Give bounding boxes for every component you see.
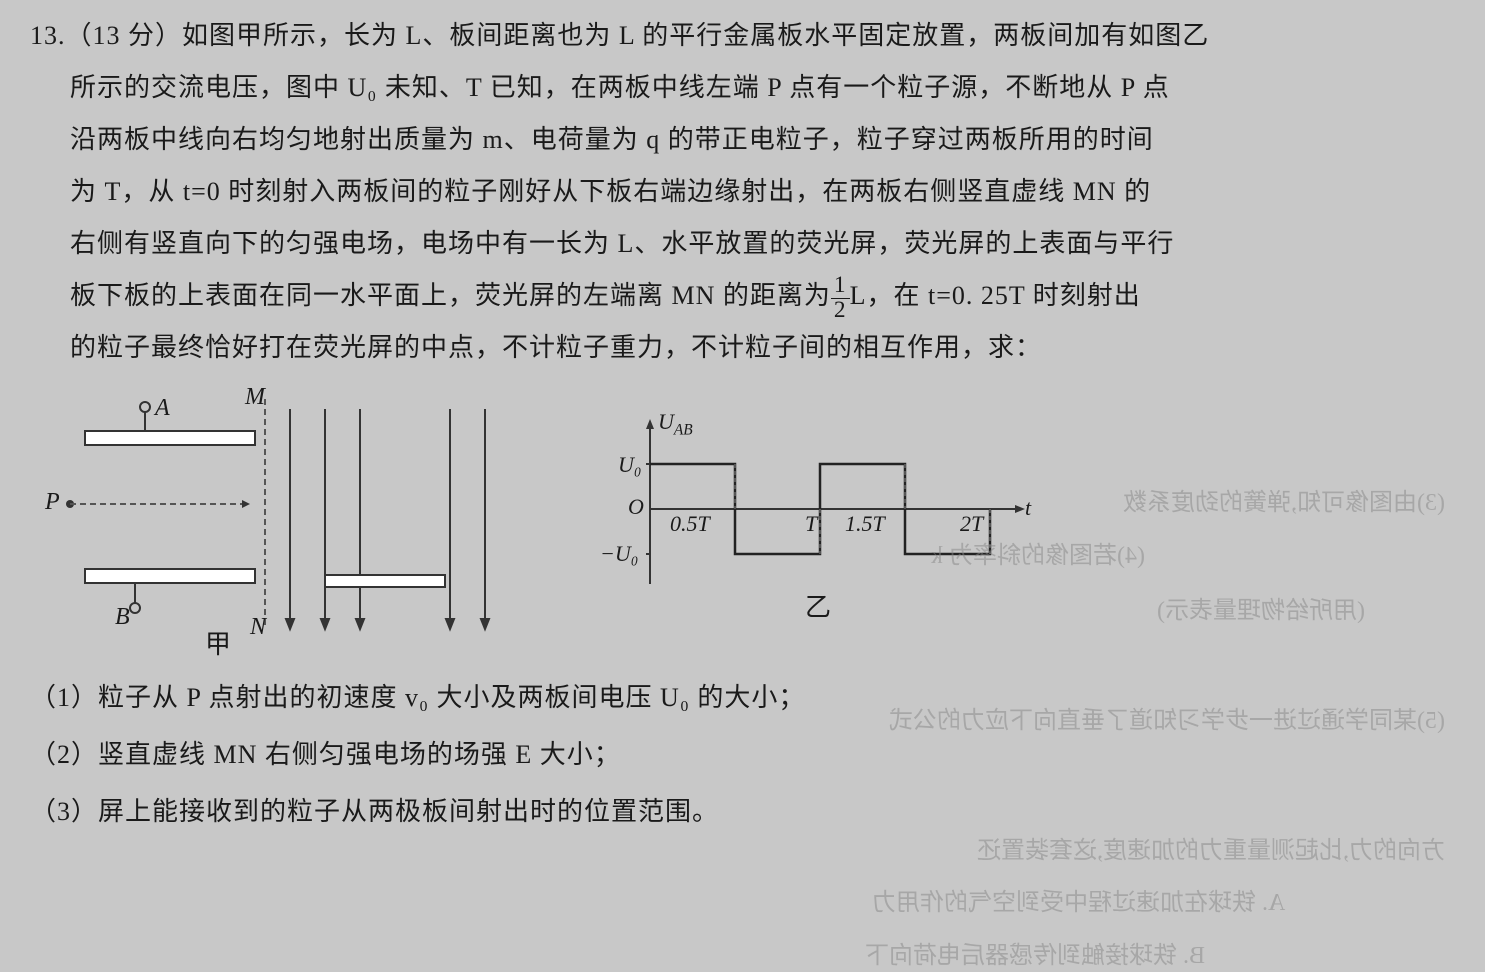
ghost-line: B. 铁球接触到传感器后电荷向下	[865, 935, 1205, 970]
label-U0-pos: U₀	[618, 452, 642, 478]
ghost-line: (4)若图像的斜率为 k	[931, 535, 1145, 570]
label-U0-neg: −U₀	[600, 541, 638, 567]
text-line-2: 所示的交流电压，图中 U₀ 未知、T 已知，在两板中线左端 P 点有一个粒子源，…	[30, 62, 1455, 114]
label-M: M	[245, 384, 265, 411]
problem-text: 13.（13 分）如图甲所示，长为 L、板间距离也为 L 的平行金属板水平固定放…	[30, 10, 1455, 374]
figure-jia: A B P M N 甲	[50, 389, 510, 649]
text-line-1: 13.（13 分）如图甲所示，长为 L、板间距离也为 L 的平行金属板水平固定放…	[30, 10, 1455, 62]
label-B: B	[115, 604, 130, 631]
text-line-3: 沿两板中线向右均匀地射出质量为 m、电荷量为 q 的带正电粒子，粒子穿过两板所用…	[30, 114, 1455, 166]
xtick-3: 2T	[960, 511, 983, 537]
ghost-line: (3)由图像可知,弹簧的劲度系数	[1123, 482, 1445, 517]
xtick-0: 0.5T	[670, 511, 710, 537]
fraction-half: 12	[831, 274, 850, 322]
text-line-6: 板下板的上表面在同一水平面上，荧光屏的左端离 MN 的距离为12L，在 t=0.…	[30, 270, 1455, 322]
line6-prefix: 板下板的上表面在同一水平面上，荧光屏的左端离 MN 的距离为	[70, 281, 831, 310]
ghost-line: A. 铁球在加速过程中受到空气的作用力	[872, 882, 1285, 917]
line6-suffix: L，在 t=0. 25T 时刻射出	[850, 281, 1141, 310]
text-line-4: 为 T，从 t=0 时刻射入两板间的粒子刚好从下板右端边缘射出，在两板右侧竖直虚…	[30, 166, 1455, 218]
label-A: A	[155, 395, 170, 422]
text-line-5: 右侧有竖直向下的匀强电场，电场中有一长为 L、水平放置的荧光屏，荧光屏的上表面与…	[30, 218, 1455, 270]
y-axis-label: UAB	[658, 409, 693, 439]
ghost-line: (用所给物理量表示)	[1157, 590, 1365, 625]
caption-yi: 乙	[805, 587, 831, 624]
label-P: P	[45, 489, 60, 516]
ghost-line: 方向的力,比起测量重力的加速度,这套装置还	[977, 830, 1445, 865]
xtick-1: T	[805, 511, 817, 537]
figure-yi: UAB U₀ O −U₀ 0.5T T 1.5T 2T t 乙	[590, 409, 1040, 629]
x-axis-label: t	[1025, 495, 1031, 521]
text-line-7: 的粒子最终恰好打在荧光屏的中点，不计粒子重力，不计粒子间的相互作用，求：	[30, 322, 1455, 374]
label-O: O	[628, 494, 644, 520]
ghost-line: (5)某同学通过进一步学习知道了垂直向下应力的公式	[889, 700, 1445, 735]
xtick-2: 1.5T	[845, 511, 885, 537]
label-N: N	[250, 614, 266, 641]
questions: （1）粒子从 P 点射出的初速度 v₀ 大小及两板间电压 U₀ 的大小； （2）…	[30, 669, 1455, 841]
caption-jia: 甲	[205, 624, 231, 661]
